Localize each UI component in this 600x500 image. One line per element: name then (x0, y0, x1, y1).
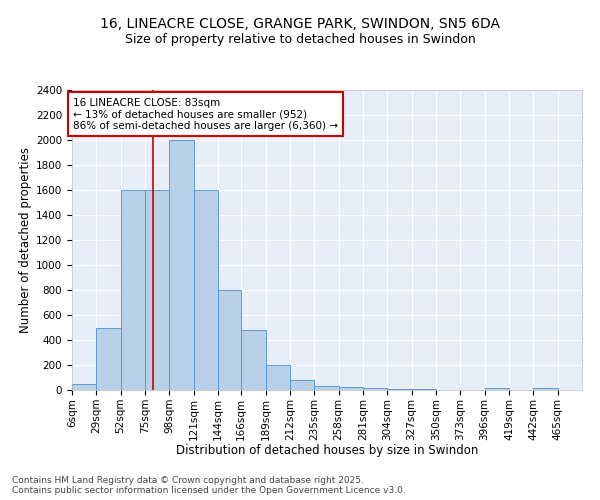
Bar (290, 380, 314, 390)
Text: Contains HM Land Registry data © Crown copyright and database right 2025.
Contai: Contains HM Land Registry data © Crown c… (12, 476, 406, 495)
Bar (97, 328, 121, 390)
Text: 16, LINEACRE CLOSE, GRANGE PARK, SWINDON, SN5 6DA: 16, LINEACRE CLOSE, GRANGE PARK, SWINDON… (100, 18, 500, 32)
Bar (145, 190, 169, 390)
Bar (241, 330, 266, 390)
Bar (194, 190, 218, 390)
Bar (485, 388, 509, 390)
Bar (338, 387, 363, 390)
Text: 16 LINEACRE CLOSE: 83sqm
← 13% of detached houses are smaller (952)
86% of semi-: 16 LINEACRE CLOSE: 83sqm ← 13% of detach… (73, 98, 338, 130)
Bar (218, 290, 241, 390)
Bar (533, 388, 557, 390)
Bar (169, 140, 194, 390)
Bar (266, 365, 290, 390)
Bar (121, 190, 145, 390)
Y-axis label: Number of detached properties: Number of detached properties (19, 147, 32, 333)
Bar (363, 388, 388, 390)
Bar (314, 386, 338, 390)
X-axis label: Distribution of detached houses by size in Swindon: Distribution of detached houses by size … (176, 444, 478, 457)
Bar (72, 384, 97, 390)
Bar (388, 389, 412, 390)
Text: Size of property relative to detached houses in Swindon: Size of property relative to detached ho… (125, 32, 475, 46)
